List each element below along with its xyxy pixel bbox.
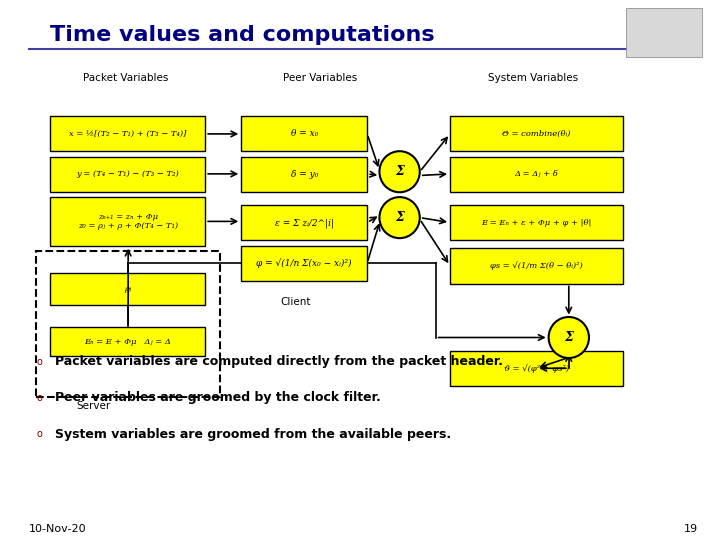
Text: 19: 19 <box>684 524 698 534</box>
Text: Peer variables are groomed by the clock filter.: Peer variables are groomed by the clock … <box>55 392 381 404</box>
Text: Packet Variables: Packet Variables <box>84 73 168 83</box>
FancyBboxPatch shape <box>241 116 367 151</box>
FancyBboxPatch shape <box>450 351 623 386</box>
Text: ρⱼ: ρⱼ <box>125 285 131 293</box>
Text: Σ: Σ <box>395 165 404 178</box>
Text: zₙ₊₁ = zₙ + Φμ
z₀ = ρⱼ + ρ + Φ(T₄ − T₁): zₙ₊₁ = zₙ + Φμ z₀ = ρⱼ + ρ + Φ(T₄ − T₁) <box>78 213 178 230</box>
Text: x = ½[(T₂ − T₁) + (T₃ − T₄)]: x = ½[(T₂ − T₁) + (T₃ − T₄)] <box>69 130 186 138</box>
FancyBboxPatch shape <box>241 246 367 281</box>
Text: ϑ = √(φ² + φs²): ϑ = √(φ² + φs²) <box>504 364 569 373</box>
Text: o: o <box>37 393 42 403</box>
Text: o: o <box>37 357 42 367</box>
Text: System variables are groomed from the available peers.: System variables are groomed from the av… <box>55 428 451 441</box>
FancyBboxPatch shape <box>50 327 205 356</box>
Text: y = (T₄ − T₁) − (T₃ − T₂): y = (T₄ − T₁) − (T₃ − T₂) <box>76 170 179 178</box>
Text: Σ: Σ <box>395 211 404 224</box>
Text: Client: Client <box>280 298 310 307</box>
Text: Σ: Σ <box>564 331 573 344</box>
Text: Server: Server <box>76 401 111 411</box>
Text: o: o <box>37 429 42 439</box>
Ellipse shape <box>549 317 589 358</box>
FancyBboxPatch shape <box>450 205 623 240</box>
Ellipse shape <box>379 197 420 238</box>
FancyBboxPatch shape <box>241 157 367 192</box>
FancyBboxPatch shape <box>450 157 623 192</box>
Text: ε = Σ zᵢ/2^|i|: ε = Σ zᵢ/2^|i| <box>275 218 333 227</box>
Text: θ = x₀: θ = x₀ <box>290 129 318 138</box>
Text: 10-Nov-20: 10-Nov-20 <box>29 524 86 534</box>
Text: Time values and computations: Time values and computations <box>50 25 435 45</box>
FancyBboxPatch shape <box>50 273 205 305</box>
Ellipse shape <box>379 151 420 192</box>
FancyBboxPatch shape <box>50 116 205 151</box>
Text: Peer Variables: Peer Variables <box>283 73 358 83</box>
FancyBboxPatch shape <box>450 116 623 151</box>
Text: Δ = Δⱼ + δ: Δ = Δⱼ + δ <box>515 170 558 178</box>
Text: Packet variables are computed directly from the packet header.: Packet variables are computed directly f… <box>55 355 503 368</box>
Text: E = Eₙ + ε + Φμ + φ + |θ|: E = Eₙ + ε + Φμ + φ + |θ| <box>481 219 592 227</box>
Text: δ = y₀: δ = y₀ <box>290 170 318 179</box>
Text: Eₙ = E + Φμ   Δⱼ = Δ: Eₙ = E + Φμ Δⱼ = Δ <box>84 338 171 346</box>
FancyBboxPatch shape <box>50 157 205 192</box>
FancyBboxPatch shape <box>450 248 623 284</box>
Text: φ = √(1/n Σ(x₀ − xᵢ)²): φ = √(1/n Σ(x₀ − xᵢ)²) <box>256 259 352 268</box>
Text: Θ = combine(θᵢ): Θ = combine(θᵢ) <box>503 130 570 138</box>
Text: System Variables: System Variables <box>487 73 578 83</box>
FancyBboxPatch shape <box>50 197 205 246</box>
FancyBboxPatch shape <box>241 205 367 240</box>
Text: φs = √(1/m Σ(θ − θᵢ)²): φs = √(1/m Σ(θ − θᵢ)²) <box>490 262 582 270</box>
FancyBboxPatch shape <box>626 8 702 57</box>
